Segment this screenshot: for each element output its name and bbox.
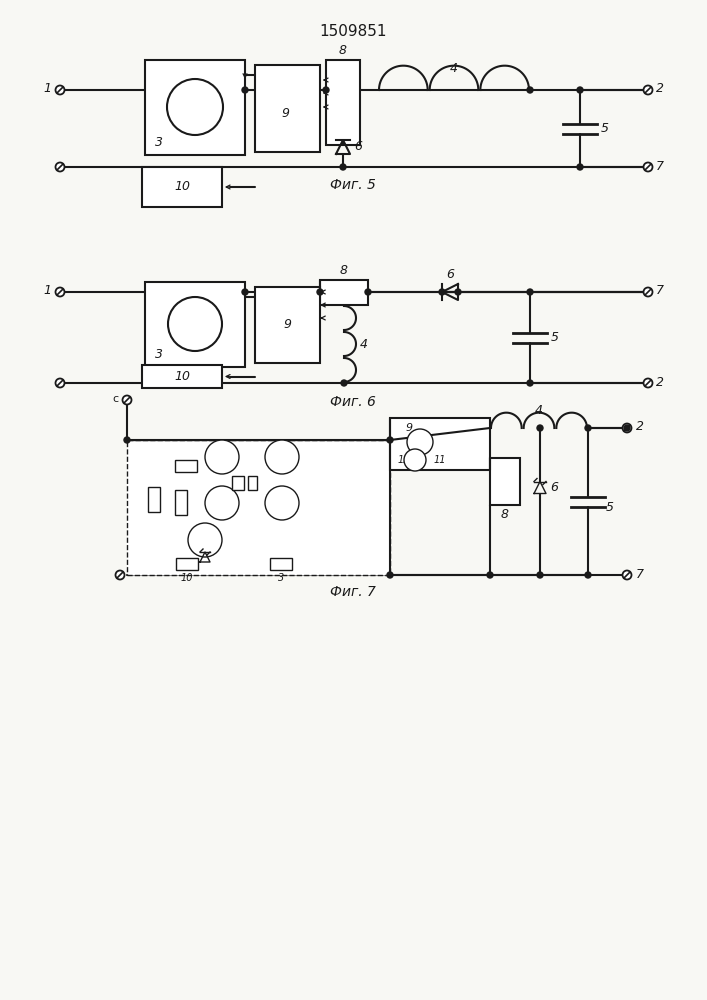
Bar bbox=[270, 558, 292, 570]
Circle shape bbox=[387, 572, 393, 578]
Bar bbox=[326, 60, 360, 145]
Bar bbox=[148, 487, 160, 512]
Bar bbox=[176, 558, 198, 570]
Circle shape bbox=[585, 572, 591, 578]
Bar bbox=[142, 365, 222, 388]
Text: 8: 8 bbox=[340, 264, 348, 277]
Text: 2: 2 bbox=[656, 83, 664, 96]
Circle shape bbox=[537, 425, 543, 431]
Circle shape bbox=[622, 570, 631, 580]
Circle shape bbox=[341, 380, 347, 386]
Circle shape bbox=[643, 86, 653, 95]
Text: 12: 12 bbox=[398, 455, 410, 465]
Text: 9: 9 bbox=[284, 318, 291, 332]
Circle shape bbox=[407, 429, 433, 455]
Text: 6: 6 bbox=[446, 267, 454, 280]
Circle shape bbox=[205, 486, 239, 520]
Circle shape bbox=[56, 86, 64, 95]
Text: Фиг. 5: Фиг. 5 bbox=[330, 178, 376, 192]
Circle shape bbox=[624, 425, 630, 431]
Circle shape bbox=[56, 288, 64, 296]
Bar bbox=[232, 476, 244, 490]
Text: 9: 9 bbox=[281, 107, 289, 120]
Circle shape bbox=[643, 288, 653, 296]
Text: 1: 1 bbox=[43, 83, 51, 96]
Bar bbox=[145, 60, 245, 155]
Text: 7: 7 bbox=[636, 568, 644, 580]
Text: 7: 7 bbox=[656, 284, 664, 298]
Circle shape bbox=[622, 424, 631, 432]
Text: 10: 10 bbox=[181, 573, 193, 583]
Circle shape bbox=[643, 162, 653, 172]
Circle shape bbox=[577, 87, 583, 93]
Circle shape bbox=[188, 523, 222, 557]
Text: 10: 10 bbox=[174, 370, 190, 383]
Circle shape bbox=[242, 87, 248, 93]
Bar bbox=[255, 287, 320, 363]
Text: 8: 8 bbox=[501, 508, 509, 520]
Text: 5: 5 bbox=[601, 122, 609, 135]
Text: 11: 11 bbox=[434, 455, 446, 465]
Text: 9: 9 bbox=[405, 423, 413, 433]
Circle shape bbox=[487, 572, 493, 578]
Circle shape bbox=[242, 289, 248, 295]
Circle shape bbox=[168, 297, 222, 351]
Circle shape bbox=[317, 289, 323, 295]
Circle shape bbox=[56, 378, 64, 387]
Text: c: c bbox=[112, 394, 118, 404]
Bar bbox=[320, 280, 368, 305]
Circle shape bbox=[439, 289, 445, 295]
Text: 1: 1 bbox=[43, 284, 51, 298]
Text: 4: 4 bbox=[450, 62, 458, 75]
Circle shape bbox=[577, 164, 583, 170]
Circle shape bbox=[365, 289, 371, 295]
Text: 3: 3 bbox=[155, 135, 163, 148]
Circle shape bbox=[115, 570, 124, 580]
Circle shape bbox=[205, 440, 239, 474]
Circle shape bbox=[537, 572, 543, 578]
Bar bbox=[142, 167, 222, 207]
Bar bbox=[175, 490, 187, 515]
Text: 3: 3 bbox=[155, 348, 163, 360]
Text: 2: 2 bbox=[636, 420, 644, 434]
Text: 3: 3 bbox=[278, 573, 284, 583]
Text: 5: 5 bbox=[551, 331, 559, 344]
Circle shape bbox=[340, 164, 346, 170]
Text: 4: 4 bbox=[360, 338, 368, 351]
Bar bbox=[175, 460, 197, 472]
Circle shape bbox=[527, 380, 533, 386]
Circle shape bbox=[527, 289, 533, 295]
Text: 5: 5 bbox=[606, 501, 614, 514]
Text: 6: 6 bbox=[354, 140, 362, 153]
Circle shape bbox=[122, 395, 132, 404]
Circle shape bbox=[167, 79, 223, 135]
Circle shape bbox=[265, 440, 299, 474]
Text: Фиг. 7: Фиг. 7 bbox=[330, 585, 376, 599]
Bar bbox=[390, 418, 490, 470]
Circle shape bbox=[387, 437, 393, 443]
Text: 4: 4 bbox=[535, 403, 543, 416]
Text: Фиг. 6: Фиг. 6 bbox=[330, 395, 376, 409]
Bar bbox=[490, 458, 520, 505]
Text: 10: 10 bbox=[174, 180, 190, 194]
Text: 6: 6 bbox=[550, 481, 558, 494]
Circle shape bbox=[265, 486, 299, 520]
Circle shape bbox=[455, 289, 461, 295]
Circle shape bbox=[585, 425, 591, 431]
Circle shape bbox=[404, 449, 426, 471]
Circle shape bbox=[527, 87, 533, 93]
Bar bbox=[145, 282, 245, 367]
Circle shape bbox=[124, 437, 130, 443]
Circle shape bbox=[56, 162, 64, 172]
Circle shape bbox=[323, 87, 329, 93]
Circle shape bbox=[643, 378, 653, 387]
Bar bbox=[127, 440, 390, 575]
Bar bbox=[248, 476, 257, 490]
Bar bbox=[255, 65, 320, 152]
Text: 7: 7 bbox=[656, 159, 664, 172]
Text: 8: 8 bbox=[339, 44, 347, 57]
Text: 1509851: 1509851 bbox=[320, 24, 387, 39]
Text: 2: 2 bbox=[656, 375, 664, 388]
